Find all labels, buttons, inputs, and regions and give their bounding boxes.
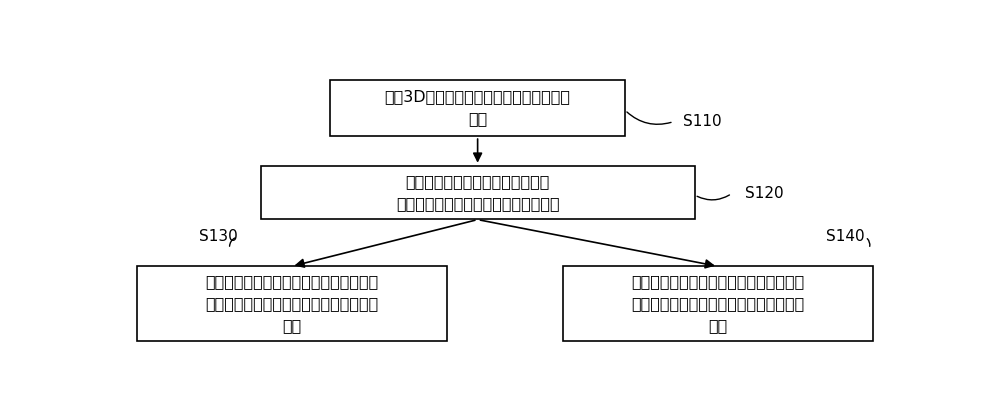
FancyBboxPatch shape — [261, 166, 695, 219]
FancyBboxPatch shape — [563, 266, 873, 341]
Text: S110: S110 — [683, 114, 722, 129]
Text: 根据3D软骨图像数据，获取软骨表面轮廓
信息: 根据3D软骨图像数据，获取软骨表面轮廓 信息 — [385, 89, 571, 126]
Text: S120: S120 — [745, 186, 784, 201]
Text: S130: S130 — [199, 229, 237, 244]
FancyBboxPatch shape — [330, 80, 625, 136]
Text: 根据所述第一表面中第一感兴趣点的位置
信息，计算所述第一感兴趣点位置的软骨
厚度: 根据所述第一表面中第一感兴趣点的位置 信息，计算所述第一感兴趣点位置的软骨 厚度 — [205, 274, 378, 333]
Text: 根据所述第二表面中第二感兴趣点的位置
信息，计算所述第二感兴趣点位置的软骨
厚度: 根据所述第二表面中第二感兴趣点的位置 信息，计算所述第二感兴趣点位置的软骨 厚度 — [631, 274, 804, 333]
Text: 根据所述软骨表面轮廓信息，识别
所述软骨表面中的第一表面和第二表面: 根据所述软骨表面轮廓信息，识别 所述软骨表面中的第一表面和第二表面 — [396, 174, 559, 212]
Text: S140: S140 — [826, 229, 865, 244]
FancyBboxPatch shape — [137, 266, 447, 341]
